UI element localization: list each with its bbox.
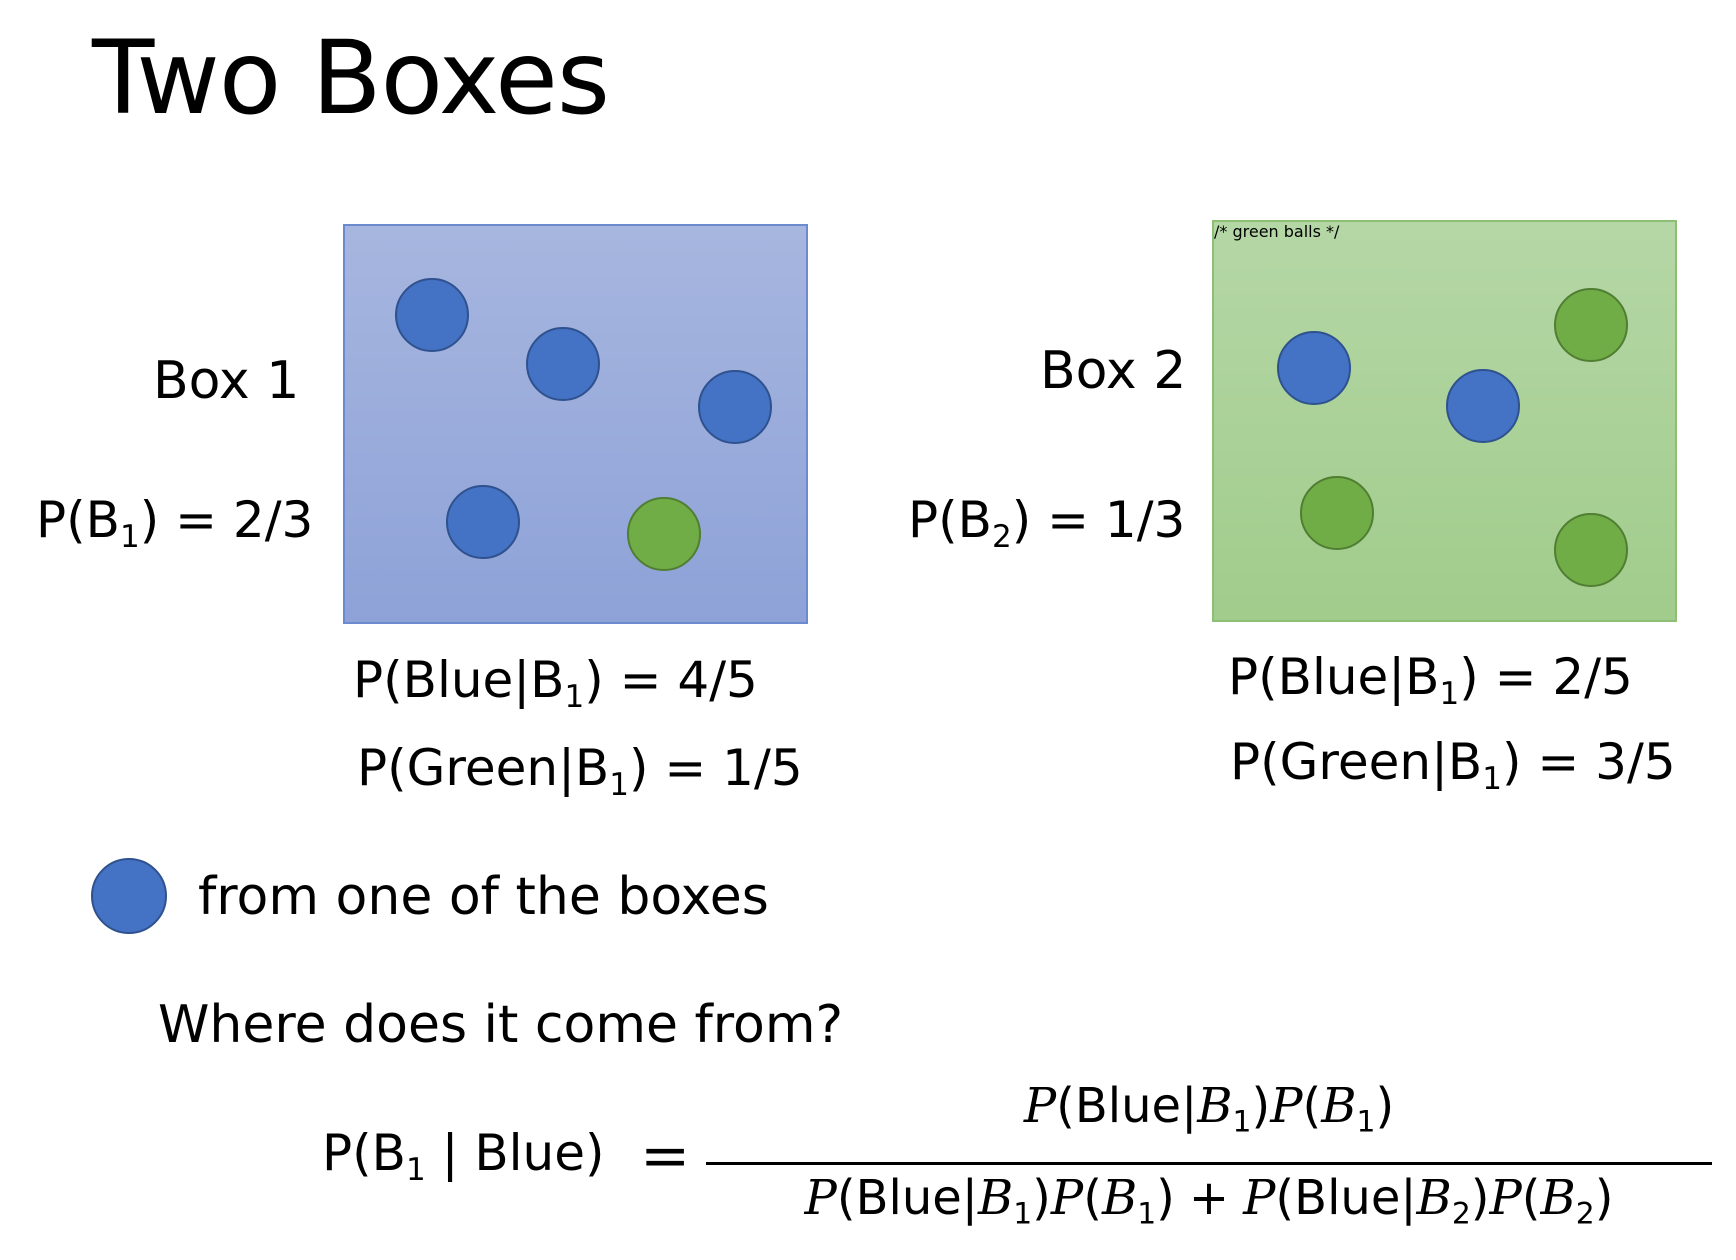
math-b: B xyxy=(977,1170,1014,1226)
plus-sign: + xyxy=(1188,1170,1230,1226)
math-p: P xyxy=(804,1170,837,1226)
formula-lhs-suffix: | Blue) xyxy=(425,1124,605,1182)
drawn-ball-text: from one of the boxes xyxy=(198,867,769,927)
formula-equals: = xyxy=(640,1121,691,1191)
math-p: P xyxy=(1050,1170,1084,1226)
blue-ball xyxy=(446,485,520,559)
blue-ball xyxy=(526,327,600,401)
paren-close: ) xyxy=(1156,1170,1175,1226)
fraction-bar xyxy=(706,1162,1712,1165)
math-b: B xyxy=(1197,1078,1233,1134)
paren-open: ( xyxy=(1056,1078,1075,1134)
box1 xyxy=(343,224,808,624)
sub-1: 1 xyxy=(1137,1196,1157,1232)
box1-p-blue: P(Blue|B1) = 4/5 xyxy=(353,650,758,712)
paren-close: ) xyxy=(1375,1078,1395,1134)
box1-prior: P(B1) = 2/3 xyxy=(36,490,314,552)
paren-open: ( xyxy=(1083,1170,1102,1226)
question-text: Where does it come from? xyxy=(158,995,844,1055)
math-p: P xyxy=(1270,1078,1303,1134)
box1-p-green-sub: 1 xyxy=(609,766,629,803)
box2-prior-prefix: P(B xyxy=(908,491,992,549)
formula-denominator: P(Blue|B1)P(B1) + P(Blue|B2)P(B2) xyxy=(706,1170,1712,1229)
box2-p-blue-prefix: P(Blue|B xyxy=(1228,648,1440,706)
paren-open: ( xyxy=(836,1170,856,1226)
math-b: B xyxy=(1101,1170,1138,1226)
sub-1: 1 xyxy=(1013,1196,1033,1232)
paren-open: ( xyxy=(1302,1078,1322,1134)
box1-p-green-prefix: P(Green|B xyxy=(357,739,610,797)
bar: | xyxy=(1400,1170,1417,1226)
sub-1: 1 xyxy=(1232,1104,1252,1140)
green-ball xyxy=(1554,288,1628,362)
paren-close: ) xyxy=(1594,1170,1614,1226)
blue-ball xyxy=(1277,331,1351,405)
box2-label: Box 2 xyxy=(1040,341,1187,401)
formula-lhs: P(B1 | Blue) xyxy=(322,1123,605,1185)
box2-prior-sub: 2 xyxy=(991,518,1012,555)
green-ball xyxy=(1554,513,1628,587)
blue-ball xyxy=(395,278,469,352)
bar: | xyxy=(961,1170,978,1226)
paren-close: ) xyxy=(1251,1078,1271,1134)
math-b: B xyxy=(1416,1170,1452,1226)
green-ball xyxy=(1300,476,1374,550)
box1-p-green: P(Green|B1) = 1/5 xyxy=(357,738,803,800)
green-ball xyxy=(627,497,701,571)
box1-prior-prefix: P(B xyxy=(36,491,120,549)
box1-label: Box 1 xyxy=(153,351,300,411)
sub-1: 1 xyxy=(1356,1104,1376,1140)
term-blue: Blue xyxy=(1074,1078,1182,1134)
blue-ball xyxy=(1446,369,1520,443)
box2-p-green-suffix: ) = 3/5 xyxy=(1501,733,1676,791)
sub-2: 2 xyxy=(1451,1196,1471,1232)
box1-p-green-suffix: ) = 1/5 xyxy=(628,739,803,797)
term-blue: Blue xyxy=(1294,1170,1401,1226)
box1-prior-suffix: ) = 2/3 xyxy=(139,491,314,549)
math-p: P xyxy=(1243,1170,1276,1226)
box2-p-blue-sub: 1 xyxy=(1439,675,1460,712)
math-b: B xyxy=(1321,1078,1357,1134)
paren-close: ) xyxy=(1470,1170,1490,1226)
math-p: P xyxy=(1023,1078,1057,1134)
box2-p-blue-suffix: ) = 2/5 xyxy=(1459,648,1633,706)
box2-p-green-sub: 1 xyxy=(1482,760,1502,797)
formula-numerator: P(Blue|B1)P(B1) xyxy=(706,1078,1712,1137)
term-blue: Blue xyxy=(855,1170,962,1226)
box2-p-blue: P(Blue|B1) = 2/5 xyxy=(1228,647,1633,709)
paren-open: ( xyxy=(1521,1170,1541,1226)
bar: | xyxy=(1181,1078,1198,1134)
box1-p-blue-sub: 1 xyxy=(564,678,585,715)
slide-title: Two Boxes xyxy=(92,19,610,138)
math-p: P xyxy=(1489,1170,1522,1226)
paren-close: ) xyxy=(1032,1170,1051,1226)
box2-p-green: P(Green|B1) = 3/5 xyxy=(1230,732,1676,794)
box2-p-green-prefix: P(Green|B xyxy=(1230,733,1483,791)
sub-2: 2 xyxy=(1575,1196,1595,1232)
box1-p-blue-suffix: ) = 4/5 xyxy=(584,651,758,709)
box2-prior: P(B2) = 1/3 xyxy=(908,490,1186,552)
drawn-blue-ball xyxy=(91,858,167,934)
box1-prior-sub: 1 xyxy=(119,518,140,555)
math-b: B xyxy=(1540,1170,1576,1226)
blue-ball xyxy=(698,370,772,444)
formula-lhs-prefix: P(B xyxy=(322,1124,406,1182)
formula-lhs-sub: 1 xyxy=(405,1151,426,1188)
paren-open: ( xyxy=(1275,1170,1295,1226)
box1-p-blue-prefix: P(Blue|B xyxy=(353,651,565,709)
box2: /* green balls */ xyxy=(1212,220,1677,622)
box2-prior-suffix: ) = 1/3 xyxy=(1011,491,1186,549)
